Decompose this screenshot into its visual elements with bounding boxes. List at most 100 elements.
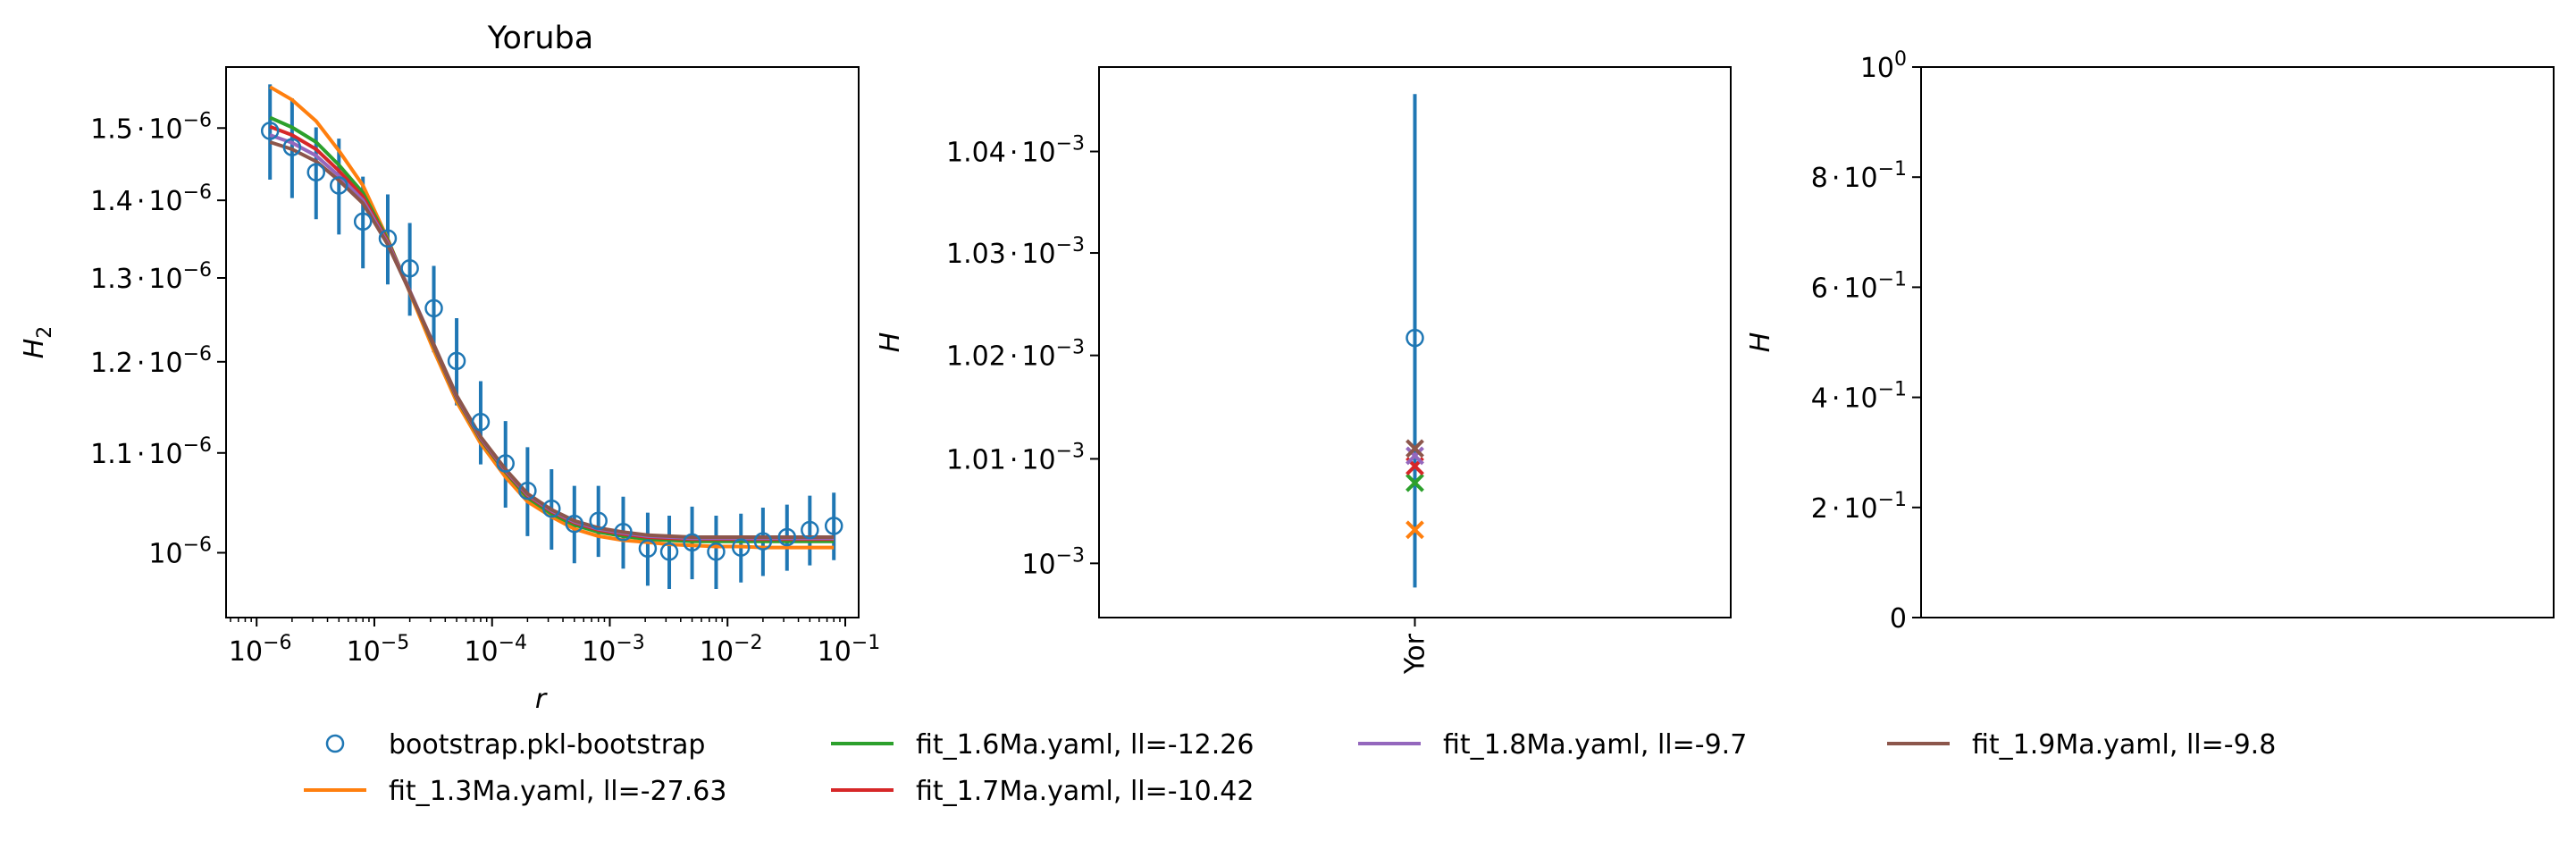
y-tick-label: 6 · 10−1 [1811,268,1907,304]
panel-1-y-label-subscript: 2 [34,326,56,339]
y-tick-label-base: 10 [148,264,182,295]
series-line-fit19 [269,140,835,539]
x-tick-base: 10 [347,636,381,668]
panel-1-y-ticks: 1.5 · 10−61.4 · 10−61.3 · 10−61.2 · 10−61.1 · 10−6… [90,109,226,569]
y-tick-label: 1.1 · 10−6 [90,434,212,470]
y-tick-label-dot: · [137,114,146,145]
y-tick-label-mantissa: 1.2 [90,348,133,379]
y-tick-label-mantissa: 1.1 [90,439,133,470]
panel-1-x-label: r [535,684,548,715]
y-tick-label-exponent: 0 [1894,48,1907,71]
y-tick-label-exponent: −6 [183,259,212,282]
y-tick-label-mantissa: 0 [1890,603,1907,635]
x-tick-exponent: −4 [499,632,527,654]
panel-1-x-ticks: 10−6 10−5 10−4 10−3 10−2 10−1 [229,618,880,668]
fit-marker-stroke [1405,473,1424,492]
panel-3-frame [1920,66,2555,618]
y-tick-label-base: 10 [1843,273,1877,304]
x-tick-exponent: −2 [734,632,762,654]
data-point [424,299,443,318]
y-tick-label-mantissa: 8 [1811,163,1828,194]
data-point [496,454,515,473]
y-tick-label-mantissa: 4 [1811,383,1828,415]
y-tick-label-base: 10 [1843,493,1877,525]
panel-1-y-label: H2 [19,326,56,359]
y-tick-label-dot: · [1832,493,1841,525]
y-tick-label-exponent: −3 [1056,440,1085,462]
y-tick-label-mantissa: 1.02 [946,341,1006,373]
y-tick-label-dot: · [137,439,146,470]
x-tick-exponent: −5 [381,632,409,654]
y-tick-label: 1.01 · 10−3 [946,440,1085,475]
data-point [659,542,679,561]
y-tick-label-dot: · [1832,383,1841,415]
legend-entry: fit_1.6Ma.yaml, ll=-12.26 [831,729,1254,761]
y-tick-label-exponent: −6 [183,181,212,204]
panel-2-x-ticks: Yor [1400,618,1431,675]
y-tick-label-base: 10 [1843,383,1877,415]
x-tick-base: 10 [464,636,498,668]
fit-marker-fit16 [1405,473,1424,492]
y-tick-label: 1.5 · 10−6 [90,109,212,145]
data-point [353,212,373,231]
legend-entry: fit_1.8Ma.yaml, ll=-9.7 [1358,729,1747,761]
legend-label: bootstrap.pkl-bootstrap [389,729,705,761]
data-point [683,533,701,552]
y-tick-label-dot: · [1010,138,1019,169]
y-tick-label: 1.4 · 10−6 [90,181,212,217]
y-tick-label-base: 10 [148,439,182,470]
fit-marker-stroke [1405,439,1424,458]
y-tick-label-base: 10 [1021,444,1055,475]
x-tick-exponent: −1 [852,632,880,654]
data-point [400,258,419,278]
y-tick-label: 4 · 10−1 [1811,379,1907,415]
y-tick-label-exponent: −1 [1878,379,1907,401]
y-tick-label-mantissa: 6 [1811,273,1828,304]
fit-marker-stroke [1405,520,1424,540]
panel-1-data [260,84,843,590]
data-point [306,163,326,182]
y-tick-label: 1.03 · 10−3 [946,234,1085,270]
x-tick-label: 10−1 [818,632,881,668]
data-point [542,499,561,518]
legend-label: fit_1.6Ma.yaml, ll=-12.26 [916,729,1254,761]
y-tick-label-exponent: −6 [183,109,212,131]
x-tick-base: 10 [818,636,852,668]
observed-point [1405,328,1424,348]
y-tick-label: 0 [1890,603,1907,635]
y-tick-label-mantissa: 2 [1811,493,1828,525]
fit-marker-stroke [1405,446,1424,466]
y-tick-label: 100 [1860,48,1907,84]
y-tick-label-mantissa: 1.01 [946,444,1006,475]
legend-entry: fit_1.9Ma.yaml, ll=-9.8 [1887,729,2276,761]
panel-2-data [1405,94,1424,588]
y-tick-label-base: 10 [148,114,182,145]
y-tick-label-dot: · [1010,239,1019,270]
data-point [260,122,280,140]
data-point [282,138,302,156]
legend-entry: bootstrap.pkl-bootstrap [325,729,705,761]
legend-label: fit_1.7Ma.yaml, ll=-10.42 [916,776,1254,807]
y-tick-label-dot: · [137,264,146,295]
y-tick-label-mantissa: 1.04 [946,138,1006,169]
y-tick-label-base: 10 [1860,53,1894,84]
data-point [731,538,751,557]
y-tick-label-base: 10 [148,186,182,217]
y-tick-label-mantissa: 1.3 [90,264,133,295]
data-point [447,351,466,371]
data-point [707,542,726,561]
data-point [777,527,797,547]
legend-entry: fit_1.3Ma.yaml, ll=-27.63 [304,776,726,807]
panel-h2-vs-r: Yoruba 10−6 10−5 10−4 10−3 10−2 10−1 1.5 · 10−6… [19,21,880,715]
data-point [638,539,658,559]
y-tick-label-base: 10 [148,348,182,379]
data-point [801,520,819,540]
legend-marker [325,734,345,753]
y-tick-label: 8 · 10−1 [1811,158,1907,194]
x-tick-label: 10−6 [229,632,292,668]
x-tick-label: 10−2 [700,632,763,668]
fit-marker-fit18 [1405,446,1424,466]
y-tick-label-exponent: −1 [1878,268,1907,290]
